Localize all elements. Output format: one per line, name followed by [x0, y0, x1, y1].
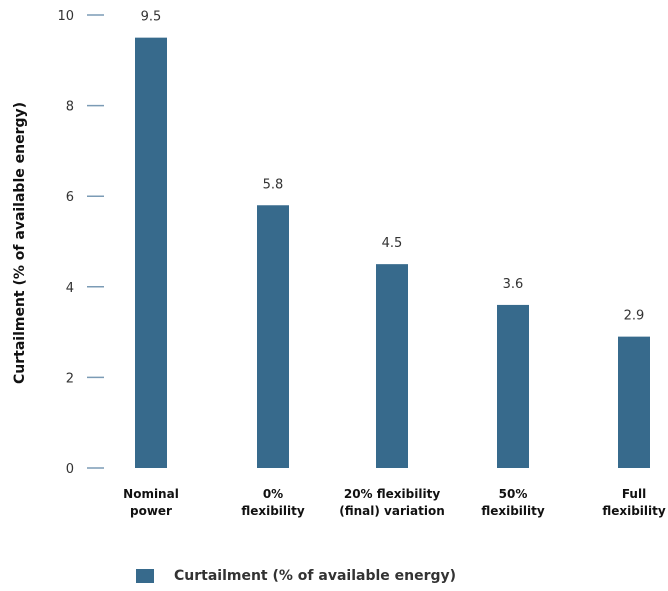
category-label: 0%: [263, 487, 283, 501]
y-tick-label: 6: [66, 190, 74, 205]
data-label: 2.9: [624, 309, 645, 324]
category-label: flexibility: [602, 504, 666, 518]
bar: [376, 264, 408, 468]
legend-swatch: [136, 569, 154, 583]
data-label: 3.6: [503, 277, 524, 292]
y-tick-label: 4: [66, 281, 74, 296]
category-label: power: [130, 504, 172, 518]
data-label: 5.8: [263, 177, 284, 192]
y-tick-label: 10: [57, 9, 74, 24]
bar-series: [135, 37, 650, 469]
y-tick-label: 2: [66, 371, 74, 386]
data-label: 4.5: [382, 236, 403, 251]
category-label: Nominal: [123, 487, 179, 501]
y-tick-label: 0: [66, 462, 74, 477]
category-label: flexibility: [241, 504, 305, 518]
data-labels: 9.5 5.8 4.5 3.6 2.9: [141, 10, 645, 324]
category-label: (final) variation: [339, 504, 444, 518]
category-label: Full: [622, 487, 646, 501]
y-axis-title: Curtailment (% of available energy): [12, 102, 28, 384]
legend-label: Curtailment (% of available energy): [174, 568, 457, 584]
legend: Curtailment (% of available energy): [136, 568, 456, 584]
bar: [497, 304, 529, 468]
category-label: 50%: [499, 487, 528, 501]
y-axis-ticks: 0 2 4 6 8 10: [57, 9, 104, 477]
bar: [257, 205, 289, 468]
data-label: 9.5: [141, 10, 162, 25]
y-tick-label: 8: [66, 100, 74, 115]
bar: [135, 37, 167, 469]
bar: [618, 336, 650, 468]
category-labels: Nominal power 0% flexibility 20% flexibility…: [123, 487, 666, 518]
category-label: flexibility: [481, 504, 545, 518]
category-label: 20% flexibility: [344, 487, 440, 501]
